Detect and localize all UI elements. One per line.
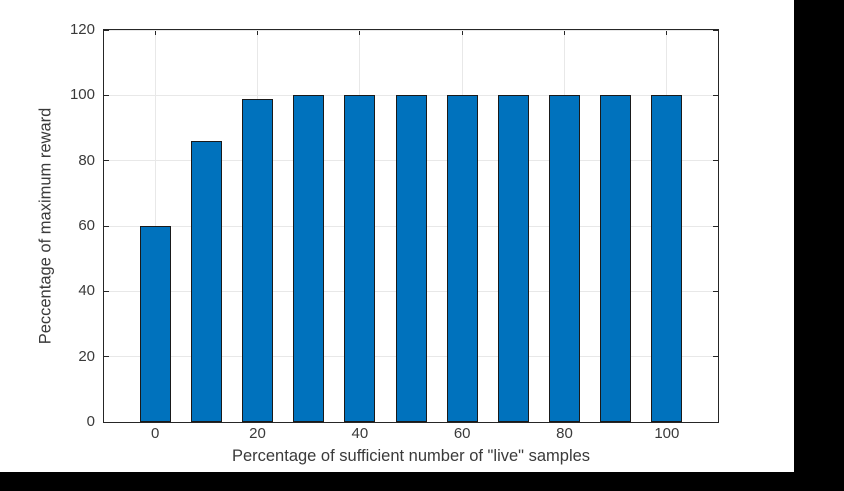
y-tick-mark-left [104, 94, 109, 96]
x-tick-mark-top [666, 30, 668, 35]
gridline-y [104, 29, 718, 31]
y-tick-mark-left [104, 356, 109, 358]
x-axis-label: Percentage of sufficient number of "live… [231, 447, 591, 465]
bar [344, 95, 376, 422]
x-tick-label: 80 [556, 425, 573, 442]
y-tick-label: 100 [69, 86, 95, 104]
y-tick-label: 0 [86, 413, 95, 430]
bar [190, 141, 222, 422]
y-tick-mark-right [713, 225, 718, 227]
plot-area: Peccentage of maximum reward Percentage … [37, 21, 719, 465]
bar [242, 98, 273, 422]
y-tick-mark-right [713, 290, 718, 292]
bar [497, 95, 529, 422]
bar [293, 95, 325, 422]
x-tick-label: 40 [351, 425, 369, 442]
x-tick-mark-top [461, 30, 463, 35]
y-tick-mark-right [713, 160, 718, 162]
y-tick-mark-right [713, 94, 718, 96]
x-tick-mark-top [257, 30, 258, 35]
gridline-y [104, 94, 718, 96]
x-tick-mark-top [564, 30, 565, 35]
y-tick-label: 60 [78, 217, 95, 234]
right-letterbox-strip [794, 0, 844, 491]
y-tick-label: 80 [78, 151, 95, 169]
x-tick-label: 60 [453, 425, 471, 442]
bar [446, 95, 478, 422]
y-tick-mark-left [104, 29, 109, 31]
x-tick-mark-top [359, 30, 361, 35]
x-tick-label: 100 [654, 425, 680, 442]
bar [139, 226, 171, 422]
y-tick-mark-right [713, 29, 718, 31]
y-tick-label: 120 [69, 21, 95, 38]
x-tick-label: 0 [150, 425, 160, 442]
bar [651, 95, 683, 422]
x-tick-label: 20 [249, 425, 266, 442]
y-tick-mark-left [104, 225, 109, 227]
bar [395, 95, 427, 422]
y-tick-mark-left [104, 160, 109, 162]
bottom-letterbox-strip [0, 472, 844, 491]
y-tick-label: 20 [78, 347, 95, 365]
bar [549, 95, 580, 422]
y-tick-mark-left [104, 290, 109, 292]
y-tick-mark-right [713, 421, 718, 423]
y-tick-label: 40 [78, 282, 95, 300]
x-tick-mark-top [154, 30, 156, 35]
bar [600, 95, 632, 422]
y-tick-mark-right [713, 356, 718, 358]
y-tick-mark-left [104, 421, 109, 423]
